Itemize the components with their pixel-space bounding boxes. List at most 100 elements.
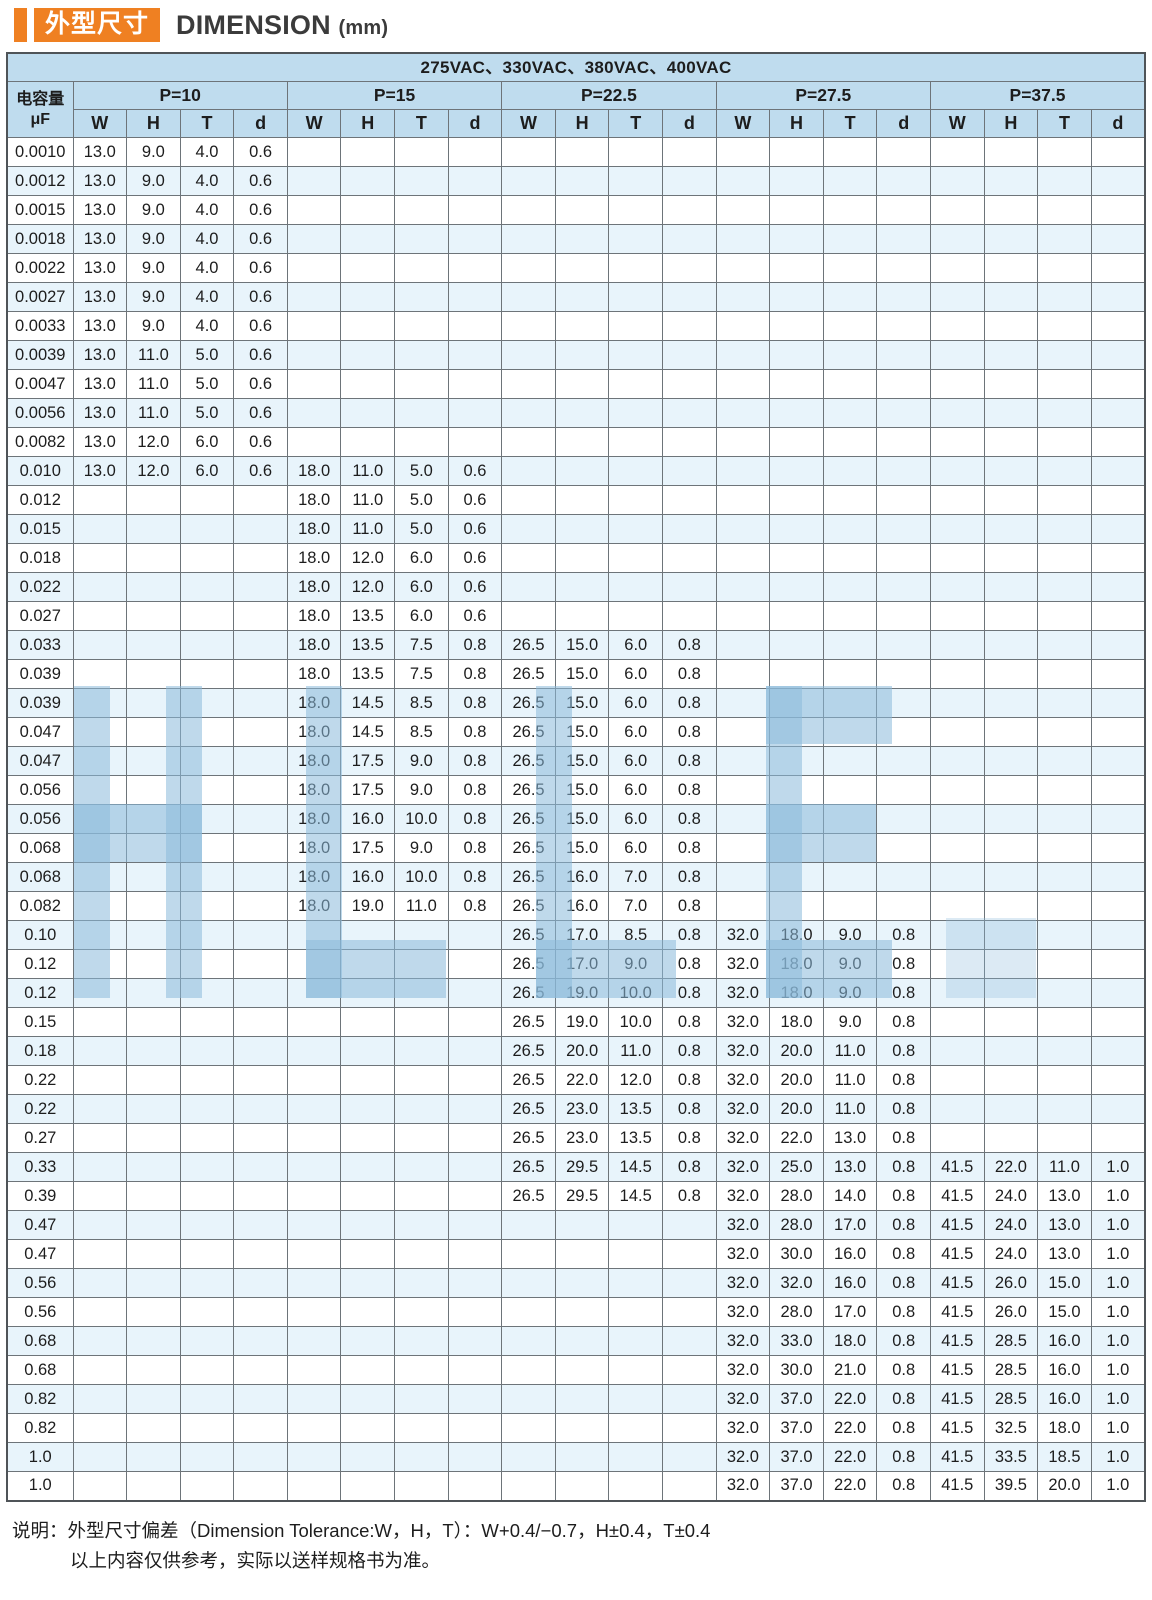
cell-p275-H: 28.0 bbox=[769, 1181, 824, 1211]
cell-p275-T bbox=[822, 746, 878, 776]
cell-p10-d bbox=[233, 514, 288, 544]
cell-p275-H: 25.0 bbox=[769, 1152, 824, 1182]
cell-p15-T: 7.5 bbox=[394, 630, 449, 660]
cell-p15-H: 17.5 bbox=[340, 833, 396, 863]
cell-p15-W: 18.0 bbox=[286, 804, 342, 834]
cell-p275-d bbox=[876, 456, 931, 486]
page-title-unit: (mm) bbox=[338, 16, 389, 39]
cell-p10-H bbox=[126, 572, 181, 602]
cell-p225-W bbox=[501, 485, 556, 515]
cell-p15-W bbox=[286, 340, 342, 370]
cell-p10-T bbox=[179, 891, 235, 921]
table-row: 0.056 18.0 17.5 9.0 0.8 26.5 15.0 6.0 0.8 bbox=[6, 775, 1146, 805]
cell-p375-T bbox=[1037, 456, 1092, 486]
cell-p15-d: 0.6 bbox=[447, 601, 503, 631]
table-row: 0.012 18.0 11.0 5.0 0.6 bbox=[6, 485, 1146, 515]
cell-p10-W bbox=[72, 717, 128, 747]
cell-p275-d: 0.8 bbox=[876, 1181, 931, 1211]
cell-p375-d bbox=[1090, 456, 1146, 486]
cell-p15-d bbox=[447, 1384, 503, 1414]
cell-p15-H bbox=[340, 1239, 396, 1269]
cell-p275-T: 22.0 bbox=[822, 1384, 878, 1414]
cell-capacitance: 0.012 bbox=[6, 485, 74, 515]
cell-p375-T bbox=[1037, 601, 1092, 631]
cell-p15-d bbox=[447, 1123, 503, 1153]
cell-p275-T bbox=[822, 485, 878, 515]
cell-p15-H: 13.5 bbox=[340, 630, 396, 660]
cell-p225-H bbox=[554, 224, 610, 254]
cell-p225-T: 13.5 bbox=[608, 1094, 664, 1124]
cell-p15-d bbox=[447, 427, 503, 457]
cell-p275-W bbox=[715, 891, 771, 921]
cell-p225-W bbox=[501, 195, 556, 225]
cell-p15-W bbox=[286, 1355, 342, 1385]
cell-p10-W bbox=[72, 1094, 128, 1124]
cell-p10-T bbox=[179, 920, 235, 950]
cell-p275-d bbox=[876, 746, 931, 776]
cell-capacitance: 0.56 bbox=[6, 1268, 74, 1298]
cell-p375-H bbox=[983, 485, 1039, 515]
cell-p275-d bbox=[876, 224, 931, 254]
table-row: 0.068 18.0 16.0 10.0 0.8 26.5 16.0 7.0 0.8 bbox=[6, 862, 1146, 892]
cell-p275-W: 32.0 bbox=[715, 1355, 771, 1385]
cell-p375-W bbox=[930, 746, 985, 776]
cell-p275-d: 0.8 bbox=[876, 920, 931, 950]
cell-p375-T bbox=[1037, 253, 1092, 283]
cell-p375-T bbox=[1037, 311, 1092, 341]
cell-p275-H: 28.0 bbox=[769, 1210, 824, 1240]
cell-p15-W: 18.0 bbox=[286, 775, 342, 805]
cell-p15-W: 18.0 bbox=[286, 862, 342, 892]
cell-p375-d bbox=[1090, 514, 1146, 544]
cell-p10-T bbox=[179, 485, 235, 515]
cell-p375-T bbox=[1037, 949, 1092, 979]
cell-p225-W bbox=[501, 1326, 556, 1356]
cell-p15-d bbox=[447, 1413, 503, 1443]
cell-p225-T bbox=[608, 1355, 664, 1385]
table-row: 0.0022 13.0 9.0 4.0 0.6 bbox=[6, 253, 1146, 283]
sub-header-P=10-H: H bbox=[126, 109, 181, 138]
cell-p225-T: 6.0 bbox=[608, 688, 664, 718]
cell-p15-W bbox=[286, 282, 342, 312]
cell-p225-H: 15.0 bbox=[554, 659, 610, 689]
cell-p275-d: 0.8 bbox=[876, 1239, 931, 1269]
cell-p225-H bbox=[554, 456, 610, 486]
cell-p15-W bbox=[286, 1442, 342, 1472]
cell-p225-H: 23.0 bbox=[554, 1094, 610, 1124]
cell-p275-d: 0.8 bbox=[876, 1442, 931, 1472]
cell-p225-W: 26.5 bbox=[501, 1036, 556, 1066]
cell-p375-d bbox=[1090, 746, 1146, 776]
cell-p275-d bbox=[876, 195, 931, 225]
cell-p225-W bbox=[501, 137, 556, 167]
cell-p10-d bbox=[233, 1007, 288, 1037]
cell-p10-T bbox=[179, 1384, 235, 1414]
cell-p15-H bbox=[340, 1471, 396, 1501]
cell-p15-T: 8.5 bbox=[394, 688, 449, 718]
cell-p275-H bbox=[769, 253, 824, 283]
cell-p15-d bbox=[447, 1210, 503, 1240]
cell-capacitance: 0.33 bbox=[6, 1152, 74, 1182]
cell-p15-W bbox=[286, 1268, 342, 1298]
cell-p375-H bbox=[983, 253, 1039, 283]
cell-p375-W: 41.5 bbox=[930, 1297, 985, 1327]
cell-p375-H: 33.5 bbox=[983, 1442, 1039, 1472]
cell-p10-T bbox=[179, 1123, 235, 1153]
cell-capacitance: 0.0018 bbox=[6, 224, 74, 254]
cell-p375-W bbox=[930, 369, 985, 399]
cell-p275-W: 32.0 bbox=[715, 1152, 771, 1182]
cell-p225-d: 0.8 bbox=[662, 688, 717, 718]
cell-p275-d bbox=[876, 775, 931, 805]
cell-p275-W: 32.0 bbox=[715, 1210, 771, 1240]
cell-p375-W bbox=[930, 282, 985, 312]
cell-p225-W: 26.5 bbox=[501, 978, 556, 1008]
cell-p225-T: 7.0 bbox=[608, 891, 664, 921]
table-row: 0.47 32.0 30.0 16.0 0.8 41.5 24.0 13.0 1.0 bbox=[6, 1239, 1146, 1269]
table-row: 0.018 18.0 12.0 6.0 0.6 bbox=[6, 543, 1146, 573]
sub-header-P=27.5-W: W bbox=[715, 109, 771, 138]
cell-p15-H bbox=[340, 311, 396, 341]
cap-header-line2: μF bbox=[30, 110, 51, 128]
cell-p375-d bbox=[1090, 543, 1146, 573]
cell-p15-d: 0.8 bbox=[447, 688, 503, 718]
cell-p225-d: 0.8 bbox=[662, 833, 717, 863]
cell-p225-H bbox=[554, 1355, 610, 1385]
cell-p375-H: 26.0 bbox=[983, 1268, 1039, 1298]
